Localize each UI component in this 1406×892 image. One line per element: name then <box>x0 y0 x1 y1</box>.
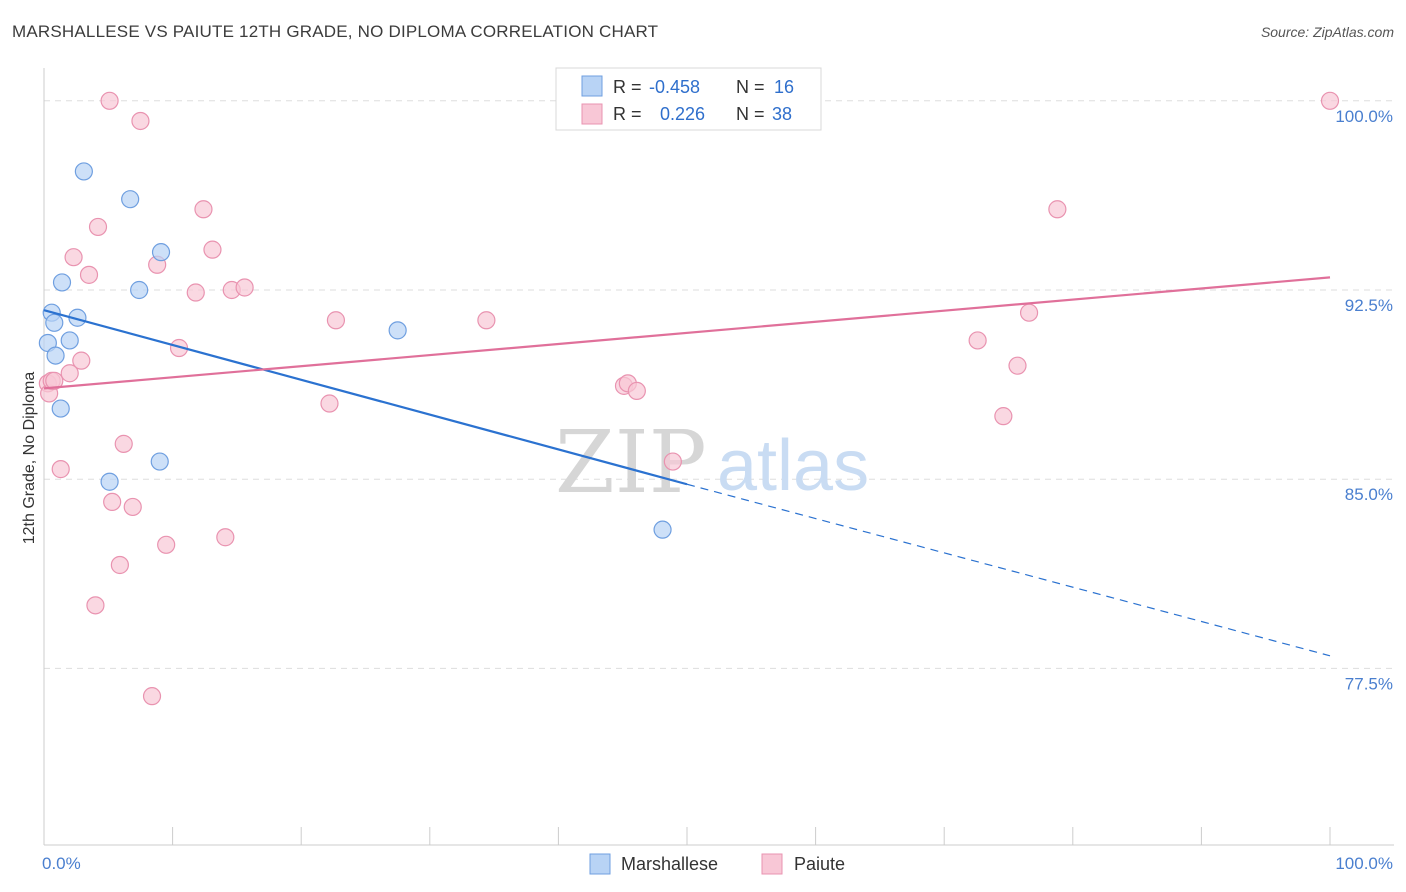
paiute-point <box>326 311 346 330</box>
marshallese-point <box>150 452 169 471</box>
paiute-point <box>142 687 162 706</box>
source-label: Source: ZipAtlas.com <box>1260 24 1394 40</box>
marshallese-point <box>74 162 93 181</box>
paiute-point <box>60 364 79 383</box>
paiute-point <box>968 331 987 350</box>
marshallese-point <box>121 190 140 209</box>
y-tick-label: 85.0% <box>1345 485 1393 504</box>
watermark-zip: ZIP <box>555 413 707 513</box>
paiute-point <box>320 394 339 413</box>
legend-n-marshallese: 16 <box>774 77 794 97</box>
bottom-legend-swatch-paiute <box>761 853 783 875</box>
bottom-legend-swatch-marshallese <box>589 853 611 875</box>
marshallese-point <box>52 273 72 292</box>
legend-n-paiute: 38 <box>772 104 792 124</box>
legend-r-label: R = <box>613 77 642 97</box>
paiute-trend-line <box>43 276 1331 390</box>
legend-box: R = -0.458 N = 16 R = 0.226 N = 38 <box>555 67 822 131</box>
marshallese-point <box>100 472 119 491</box>
paiute-point <box>110 555 129 575</box>
y-tick-label: 100.0% <box>1335 107 1393 126</box>
data-points <box>38 91 1340 706</box>
marshallese-point <box>151 243 171 262</box>
y-tick-label: 77.5% <box>1345 674 1393 693</box>
legend-swatch-paiute <box>581 103 603 125</box>
paiute-point <box>86 596 105 615</box>
x-tick-label: 0.0% <box>42 854 81 873</box>
marshallese-point <box>130 280 149 300</box>
marshallese-point <box>653 520 672 539</box>
x-tick-labels: 0.0% 100.0% <box>42 854 1393 873</box>
legend-n-label: N = <box>736 104 765 124</box>
paiute-point <box>114 434 133 453</box>
bottom-legend-paiute: Paiute <box>794 854 845 874</box>
paiute-point <box>194 200 213 219</box>
paiute-point <box>1048 200 1067 219</box>
marshallese-point <box>51 399 70 418</box>
paiute-point <box>100 91 119 110</box>
marshallese-point <box>388 321 407 340</box>
paiute-point <box>1320 91 1340 110</box>
paiute-point <box>131 111 150 131</box>
y-axis-label: 12th Grade, No Diploma <box>21 372 38 545</box>
marshallese-point <box>45 313 64 332</box>
bottom-legend-marshallese: Marshallese <box>621 854 718 874</box>
legend-r-paiute: 0.226 <box>660 104 705 124</box>
paiute-point <box>477 311 496 330</box>
paiute-point <box>663 452 682 471</box>
legend-n-label: N = <box>736 77 765 97</box>
paiute-point <box>88 217 108 237</box>
paiute-point <box>1019 303 1039 322</box>
paiute-point <box>186 283 205 302</box>
watermark: ZIP atlas <box>555 413 869 513</box>
paiute-point <box>72 351 91 370</box>
marshallese-point <box>60 331 79 350</box>
paiute-point <box>79 265 99 284</box>
x-tick-label: 100.0% <box>1335 854 1393 873</box>
paiute-point <box>64 248 83 267</box>
marshallese-trend-extension <box>686 483 1331 657</box>
y-tick-label: 92.5% <box>1345 296 1393 315</box>
paiute-point <box>1008 356 1027 375</box>
y-tick-labels: 100.0% 92.5% 85.0% 77.5% <box>1335 107 1393 694</box>
grid-lines <box>44 100 1394 669</box>
chart-title: MARSHALLESE VS PAIUTE 12TH GRADE, NO DIP… <box>12 22 659 41</box>
axes <box>43 68 1394 846</box>
marshallese-trend-line <box>43 309 688 486</box>
paiute-point <box>103 492 122 512</box>
legend-r-label: R = <box>613 104 642 124</box>
bottom-legend: Marshallese Paiute <box>589 853 845 875</box>
paiute-point <box>627 381 646 401</box>
paiute-point <box>45 371 64 390</box>
legend-swatch-marshallese <box>581 75 603 97</box>
paiute-point <box>157 535 176 554</box>
paiute-point <box>994 407 1013 426</box>
legend-r-marshallese: -0.458 <box>649 77 700 97</box>
paiute-point <box>123 497 142 517</box>
trend-lines <box>43 276 1331 657</box>
paiute-point <box>235 278 254 297</box>
watermark-atlas: atlas <box>717 426 869 506</box>
paiute-point <box>203 240 222 259</box>
marshallese-point <box>46 346 65 365</box>
paiute-point <box>51 460 70 479</box>
paiute-point <box>216 528 235 547</box>
